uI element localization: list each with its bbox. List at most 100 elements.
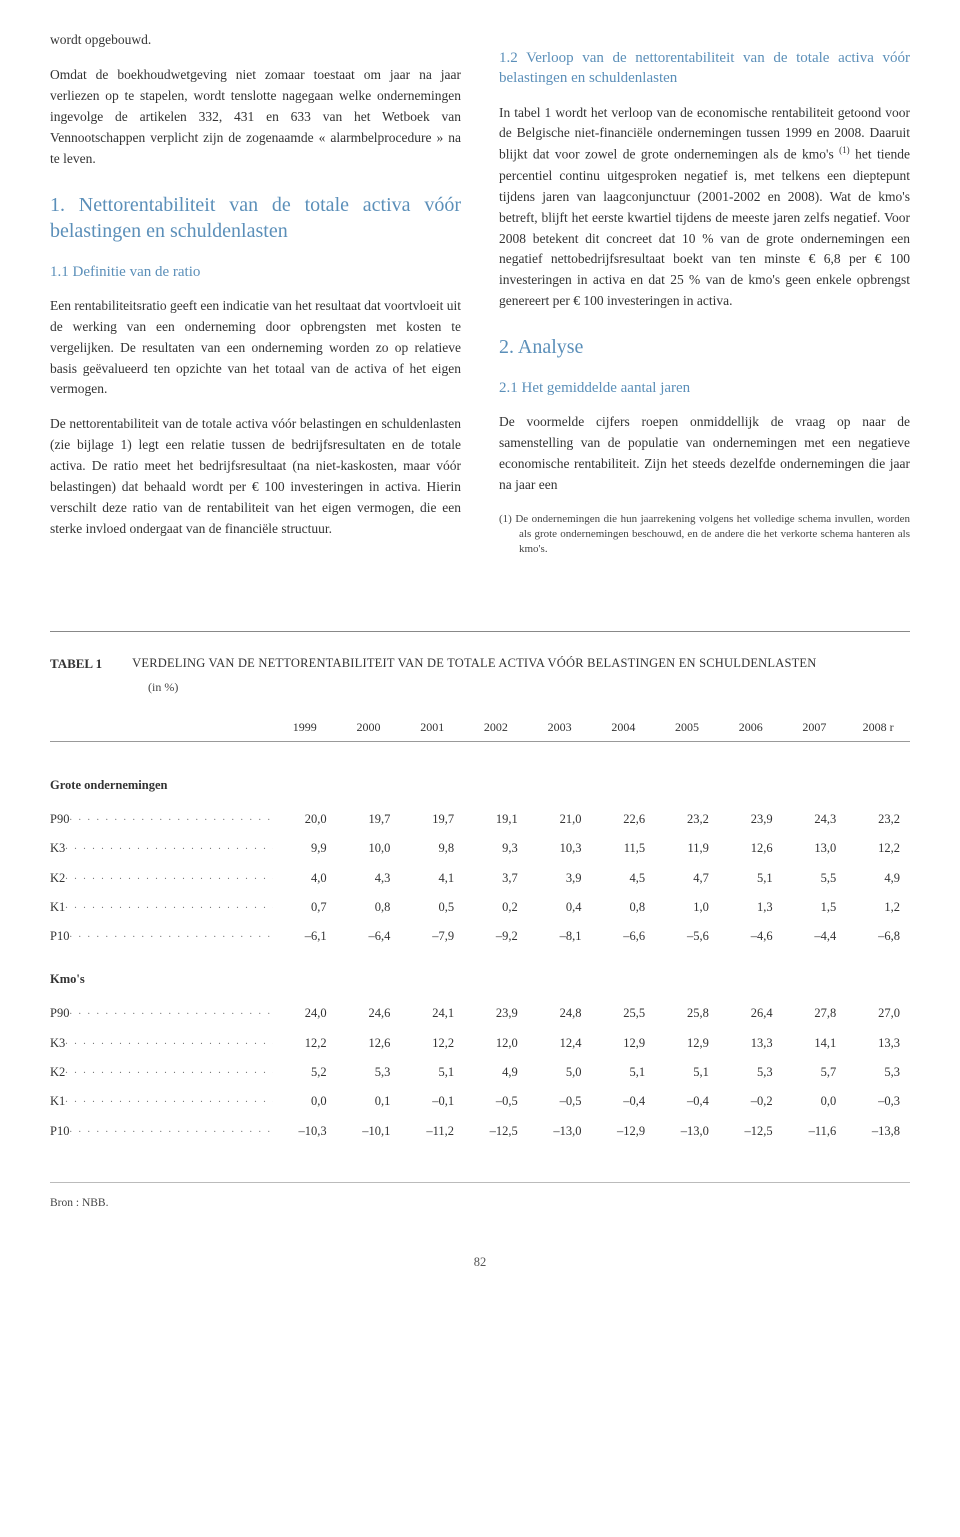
table-cell: 27,0 <box>846 999 910 1028</box>
section-2-heading: 2. Analyse <box>499 334 910 360</box>
table-cell: 4,9 <box>464 1058 528 1087</box>
table-year-row: 1999200020012002200320042005200620072008… <box>50 718 910 741</box>
table-row: P10–6,1–6,4–7,9–9,2–8,1–6,6–5,6–4,6–4,4–… <box>50 922 910 951</box>
table-label: TABEL 1 <box>50 654 102 674</box>
table-cell: –6,8 <box>846 922 910 951</box>
table-cell: 0,0 <box>273 1087 337 1116</box>
table-cell: 26,4 <box>719 999 783 1028</box>
table-cell: –12,9 <box>591 1117 655 1146</box>
table-cell: 1,5 <box>783 893 847 922</box>
table-cell: 19,7 <box>337 805 401 834</box>
table-cell: 1,2 <box>846 893 910 922</box>
table-cell: 23,2 <box>846 805 910 834</box>
row-label-cell: K3 <box>50 1029 273 1058</box>
footnote-ref-1: (1) <box>839 145 850 155</box>
table-cell: 27,8 <box>783 999 847 1028</box>
table-row: P9020,019,719,719,121,022,623,223,924,32… <box>50 805 910 834</box>
row-label-cell: P10 <box>50 1117 273 1146</box>
table-cell: 5,1 <box>655 1058 719 1087</box>
table-cell: 23,2 <box>655 805 719 834</box>
table-cell: 11,9 <box>655 834 719 863</box>
table-cell: 10,3 <box>528 834 592 863</box>
table-cell: –0,3 <box>846 1087 910 1116</box>
table-caption: VERDELING VAN DE NETTORENTABILITEIT VAN … <box>132 654 816 673</box>
table-cell: 1,0 <box>655 893 719 922</box>
row-label: K3 <box>50 1036 65 1050</box>
table-year-header: 2008 r <box>846 718 910 741</box>
table-row: K312,212,612,212,012,412,912,913,314,113… <box>50 1029 910 1058</box>
table-cell: –0,4 <box>655 1087 719 1116</box>
para-ratio-explain: De nettorentabiliteit van de totale acti… <box>50 414 461 540</box>
table-year-header: 2007 <box>783 718 847 741</box>
table-row: P9024,024,624,123,924,825,525,826,427,82… <box>50 999 910 1028</box>
table-cell: –6,1 <box>273 922 337 951</box>
table-cell: 24,6 <box>337 999 401 1028</box>
row-label-cell: P10 <box>50 922 273 951</box>
table-cell: 24,1 <box>400 999 464 1028</box>
table-cell: 9,8 <box>400 834 464 863</box>
table-cell: 25,5 <box>591 999 655 1028</box>
table-cell: –12,5 <box>719 1117 783 1146</box>
right-column: 1.2 Verloop van de nettorentabiliteit va… <box>499 30 910 571</box>
table-year-header: 2002 <box>464 718 528 741</box>
table-cell: 5,7 <box>783 1058 847 1087</box>
row-label-cell: P90 <box>50 805 273 834</box>
table-cell: 12,6 <box>719 834 783 863</box>
table-cell: 23,9 <box>464 999 528 1028</box>
table-cell: 12,2 <box>846 834 910 863</box>
table-cell: 13,0 <box>783 834 847 863</box>
table-row: K25,25,35,14,95,05,15,15,35,75,3 <box>50 1058 910 1087</box>
table-cell: –10,1 <box>337 1117 401 1146</box>
subsection-1-2-heading: 1.2 Verloop van de nettorentabiliteit va… <box>499 48 910 89</box>
table-cell: 9,9 <box>273 834 337 863</box>
table-cell: 0,7 <box>273 893 337 922</box>
table-cell: –5,6 <box>655 922 719 951</box>
table-cell: 0,8 <box>591 893 655 922</box>
table-head: 1999200020012002200320042005200620072008… <box>50 718 910 757</box>
table-cell: –10,3 <box>273 1117 337 1146</box>
table-cell: 10,0 <box>337 834 401 863</box>
table-cell: 5,3 <box>719 1058 783 1087</box>
table-source: Bron : NBB. <box>50 1182 910 1213</box>
para-law: Omdat de boekhoudwetgeving niet zomaar t… <box>50 65 461 170</box>
table-cell: –9,2 <box>464 922 528 951</box>
table-cell: 4,3 <box>337 864 401 893</box>
table-cell: 24,3 <box>783 805 847 834</box>
table-year-header: 2000 <box>337 718 401 741</box>
table-cell: –13,8 <box>846 1117 910 1146</box>
table-cell: 0,1 <box>337 1087 401 1116</box>
row-label: P90 <box>50 812 69 826</box>
table-cell: 0,8 <box>337 893 401 922</box>
table-cell: 12,2 <box>273 1029 337 1058</box>
table-cell: 13,3 <box>846 1029 910 1058</box>
table-cell: –13,0 <box>655 1117 719 1146</box>
table-cell: –6,6 <box>591 922 655 951</box>
table-cell: –4,6 <box>719 922 783 951</box>
row-label-cell: K3 <box>50 834 273 863</box>
table-cell: 12,9 <box>591 1029 655 1058</box>
row-label-cell: K1 <box>50 893 273 922</box>
table-cell: –0,2 <box>719 1087 783 1116</box>
table-title-row: TABEL 1 VERDELING VAN DE NETTORENTABILIT… <box>50 654 910 674</box>
table-cell: –0,4 <box>591 1087 655 1116</box>
row-label-cell: K1 <box>50 1087 273 1116</box>
table-cell: 0,0 <box>783 1087 847 1116</box>
para-trend-b: het tiende percentiel continu uitgesprok… <box>499 147 910 308</box>
table-cell: 5,1 <box>591 1058 655 1087</box>
table-group-title: Kmo's <box>50 952 910 999</box>
table-cell: 19,1 <box>464 805 528 834</box>
table-cell: –11,6 <box>783 1117 847 1146</box>
article-columns: wordt opgebouwd. Omdat de boekhoudwetgev… <box>50 30 910 571</box>
row-label-cell: K2 <box>50 1058 273 1087</box>
table-cell: 1,3 <box>719 893 783 922</box>
table-cell: 23,9 <box>719 805 783 834</box>
table-row: K10,00,1–0,1–0,5–0,5–0,4–0,4–0,20,0–0,3 <box>50 1087 910 1116</box>
para-ratio-def: Een rentabiliteitsratio geeft een indica… <box>50 296 461 401</box>
row-label: K2 <box>50 1065 65 1079</box>
table-cell: 5,2 <box>273 1058 337 1087</box>
table-cell: 5,1 <box>719 864 783 893</box>
table-cell: 11,5 <box>591 834 655 863</box>
para-intro-tail: wordt opgebouwd. <box>50 30 461 51</box>
table-cell: –0,1 <box>400 1087 464 1116</box>
table-cell: 4,7 <box>655 864 719 893</box>
